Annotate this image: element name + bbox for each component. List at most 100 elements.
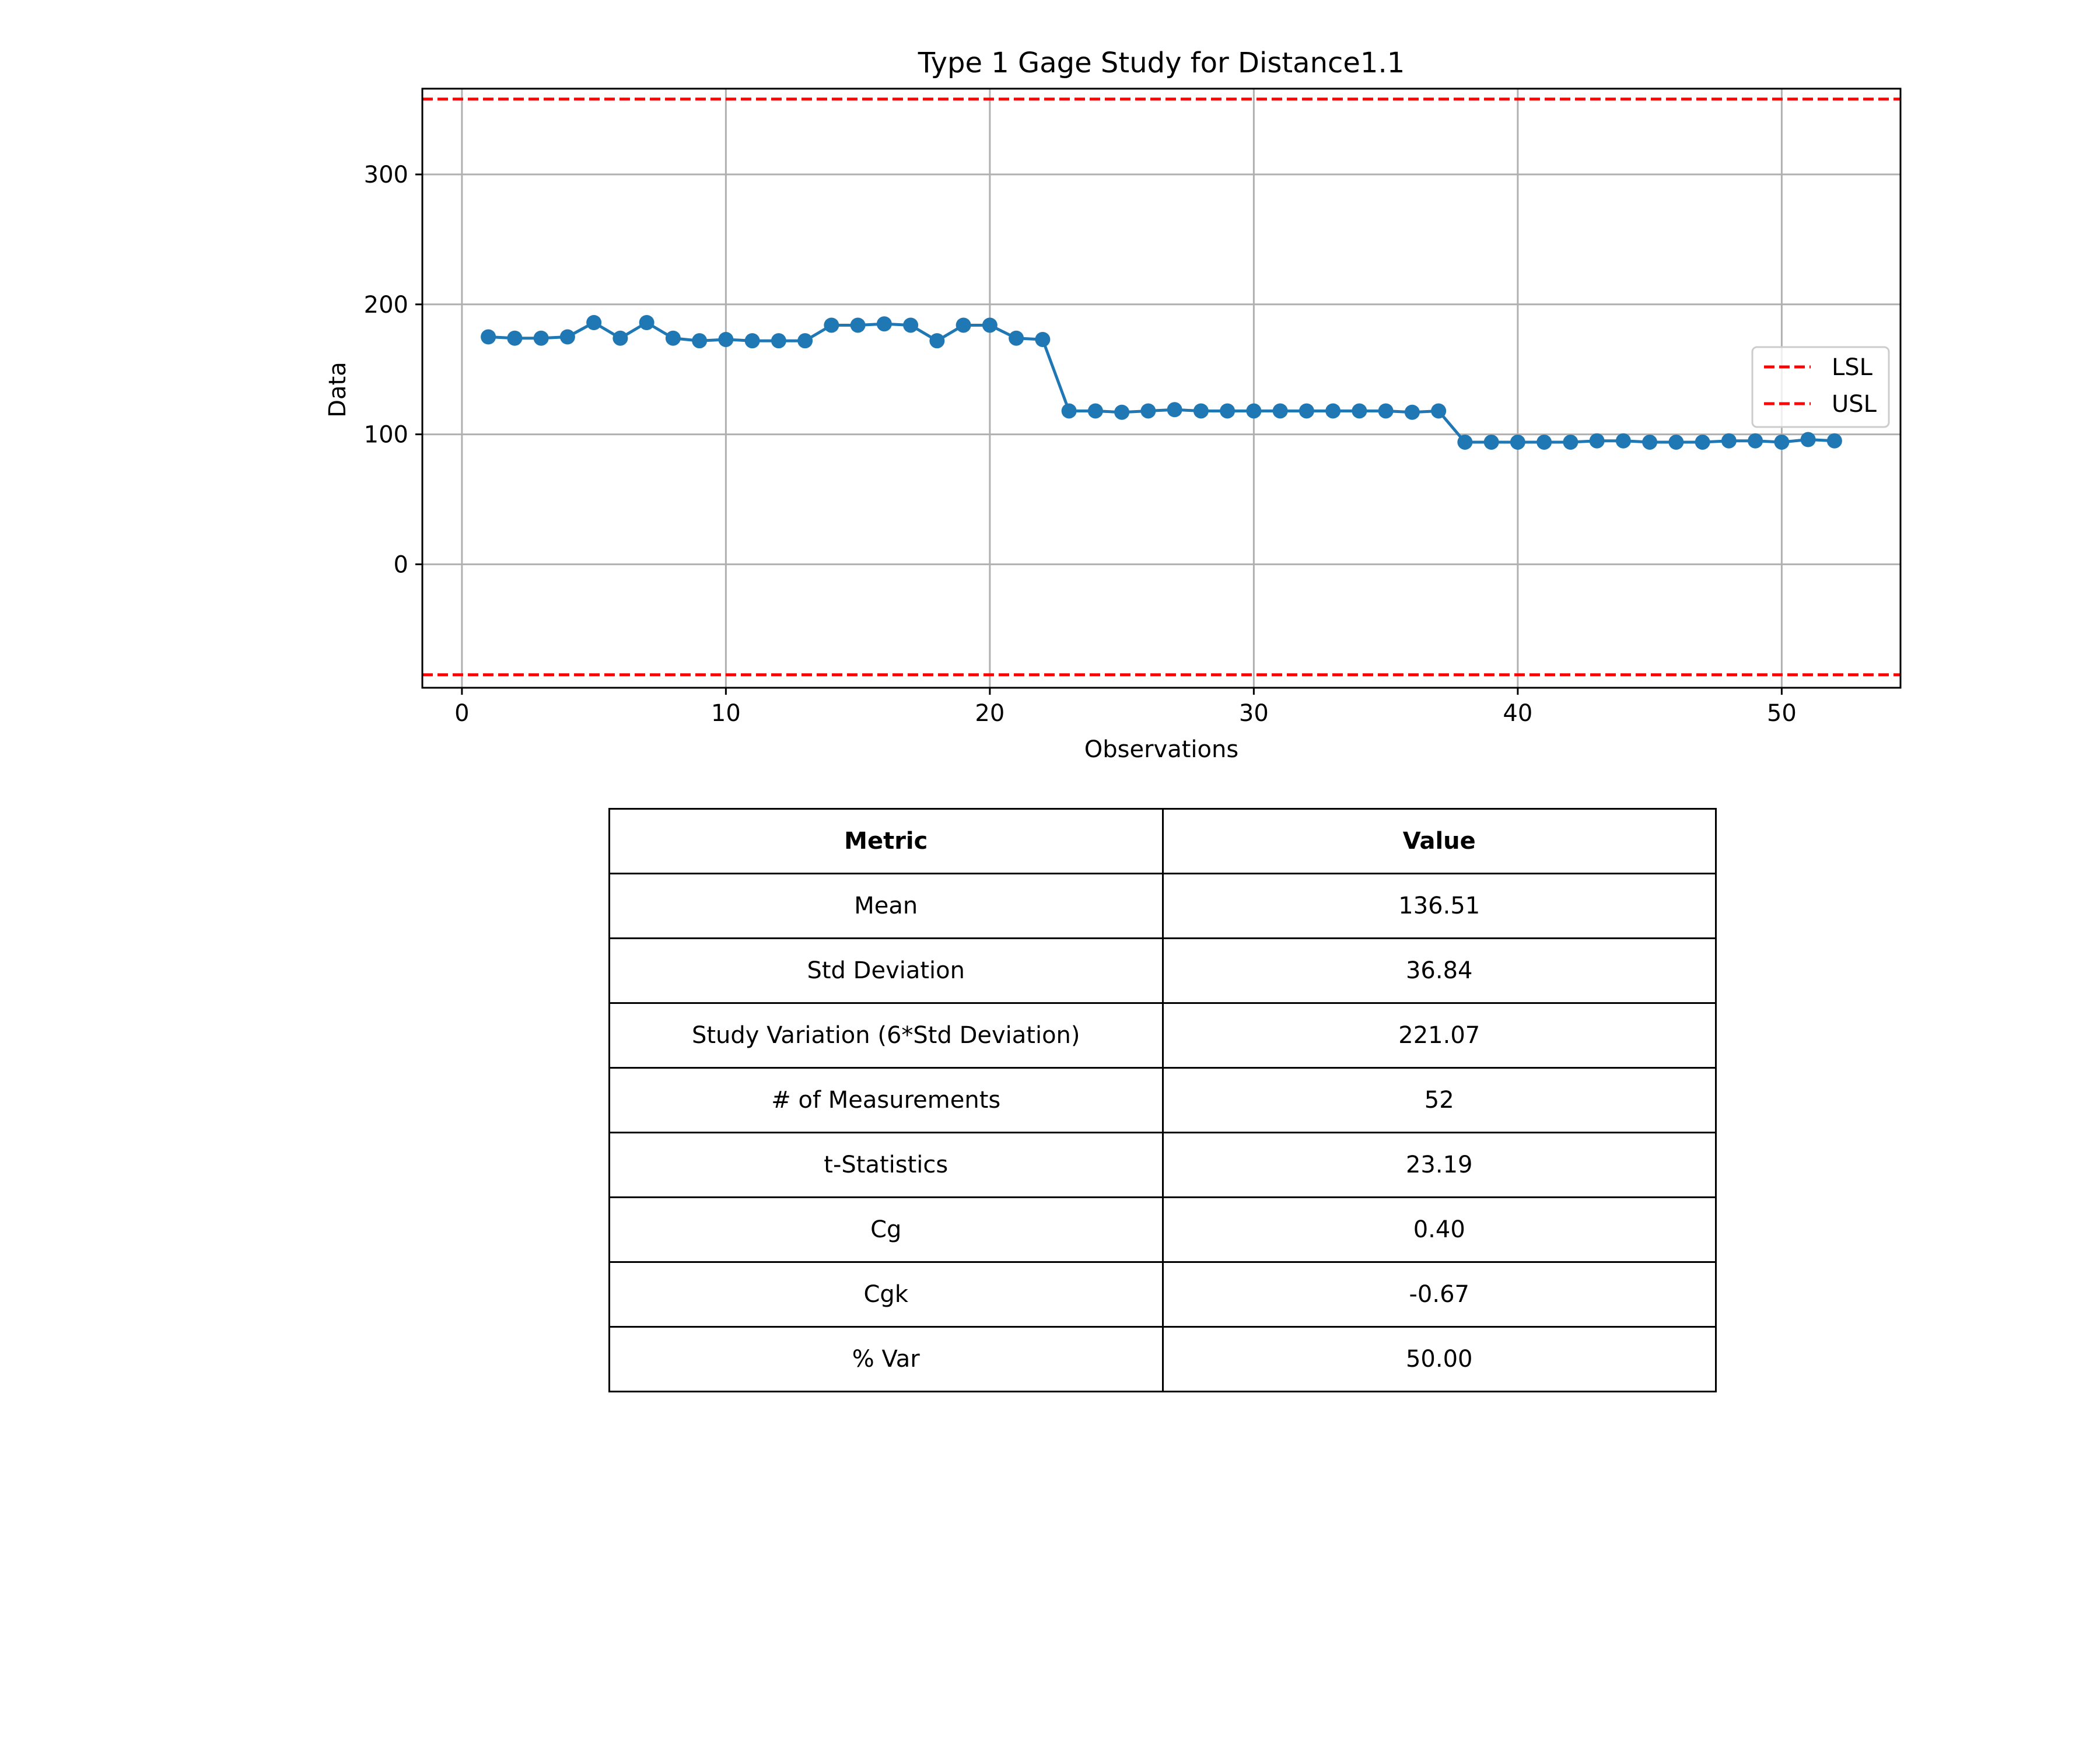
data-point (1114, 404, 1130, 420)
table-row: Cgk -0.67 (608, 1261, 1717, 1328)
data-point (559, 329, 575, 345)
data-point (1035, 331, 1051, 347)
data-point (850, 317, 866, 333)
data-point (586, 314, 602, 330)
x-axis-ticks: 0 10 20 30 40 50 (454, 688, 1797, 727)
data-point (1826, 433, 1842, 449)
data-point (1404, 404, 1420, 420)
y-tick-label: 300 (364, 162, 408, 188)
data-point (1721, 433, 1737, 449)
data-point (1193, 403, 1209, 419)
data-point (718, 331, 734, 347)
data-point (1061, 403, 1077, 419)
data-point (1140, 403, 1156, 419)
table-row: Study Variation (6*Std Deviation) 221.07 (608, 1002, 1717, 1069)
data-point (481, 329, 496, 345)
metric-value: 136.51 (1161, 873, 1717, 939)
table-row: % Var 50.00 (608, 1326, 1717, 1392)
data-point (1272, 403, 1288, 419)
data-point (1695, 434, 1710, 450)
legend: LSL USL (1751, 346, 1890, 428)
metric-name: % Var (608, 1326, 1164, 1392)
data-point (1246, 403, 1262, 419)
table-row: # of Measurements 52 (608, 1067, 1717, 1133)
series-line (488, 321, 1835, 444)
x-axis-label: Observations (1084, 736, 1238, 763)
data-point (1457, 434, 1473, 450)
table-row: Std Deviation 36.84 (608, 937, 1717, 1004)
data-point (612, 330, 628, 346)
data-point (1774, 434, 1790, 450)
plot-frame (421, 88, 1902, 689)
table-row: Cg 0.40 (608, 1196, 1717, 1263)
data-point (1431, 403, 1447, 419)
data-point (1087, 403, 1103, 419)
grid-lines (422, 89, 1901, 688)
table-header-row: Metric Value (608, 808, 1717, 874)
metric-name: Cg (608, 1196, 1164, 1263)
x-tick-label: 0 (454, 700, 469, 727)
metric-value: 0.40 (1161, 1196, 1717, 1263)
data-point (1536, 434, 1552, 450)
metric-name: # of Measurements (608, 1067, 1164, 1133)
gage-study-chart: Type 1 Gage Study for Distance1.1 0 10 20 3… (324, 47, 1902, 763)
data-point (639, 314, 654, 330)
x-tick-label: 10 (711, 700, 741, 727)
data-point (1009, 330, 1024, 346)
data-point (903, 317, 919, 333)
x-tick-label: 20 (975, 700, 1005, 727)
y-tick-label: 100 (364, 422, 408, 449)
data-point (1220, 403, 1236, 419)
chart-title: Type 1 Gage Study for Distance1.1 (918, 47, 1405, 79)
data-point (1563, 434, 1578, 450)
metric-value: 52 (1161, 1067, 1717, 1133)
data-point (1325, 403, 1341, 419)
x-tick-label: 50 (1767, 700, 1797, 727)
metric-name: Cgk (608, 1261, 1164, 1328)
data-series (481, 314, 1842, 450)
data-point (1800, 432, 1816, 447)
metric-value: 50.00 (1161, 1326, 1717, 1392)
data-point (507, 330, 523, 346)
data-point (1668, 434, 1684, 450)
header-value: Value (1161, 808, 1717, 874)
data-point (982, 317, 998, 333)
metrics-table: Metric Value Mean 136.51 Std Deviation 3… (608, 808, 1717, 1392)
data-point (692, 333, 708, 349)
y-axis-ticks: 0 100 200 300 (364, 162, 422, 578)
metric-value: 23.19 (1161, 1132, 1717, 1198)
y-tick-label: 0 (394, 551, 408, 578)
x-tick-label: 30 (1239, 700, 1269, 727)
data-point (1352, 403, 1367, 419)
metric-name: t-Statistics (608, 1132, 1164, 1198)
data-point (771, 333, 786, 349)
data-point (1483, 434, 1499, 450)
data-point (1298, 403, 1314, 419)
legend-usl-label: USL (1832, 391, 1877, 418)
metric-name: Std Deviation (608, 937, 1164, 1004)
metric-value: 221.07 (1161, 1002, 1717, 1069)
data-point (1589, 433, 1605, 449)
y-tick-label: 200 (364, 292, 408, 318)
metric-value: 36.84 (1161, 937, 1717, 1004)
metric-value: -0.67 (1161, 1261, 1717, 1328)
data-point (824, 317, 839, 333)
data-point (797, 333, 813, 349)
data-point (665, 330, 681, 346)
table-row: Mean 136.51 (608, 873, 1717, 939)
y-axis-label: Data (324, 362, 351, 418)
data-point (1748, 433, 1763, 449)
spec-limit-lines (422, 97, 1901, 677)
data-point (876, 316, 892, 332)
header-metric: Metric (608, 808, 1164, 874)
x-tick-label: 40 (1503, 700, 1532, 727)
metric-name: Mean (608, 873, 1164, 939)
legend-lsl-label: LSL (1832, 354, 1873, 381)
data-point (1510, 434, 1525, 450)
data-point (1642, 434, 1658, 450)
data-point (1167, 402, 1182, 418)
data-point (744, 333, 760, 349)
data-point (1615, 433, 1631, 449)
data-point (956, 317, 971, 333)
data-point (1378, 403, 1394, 419)
